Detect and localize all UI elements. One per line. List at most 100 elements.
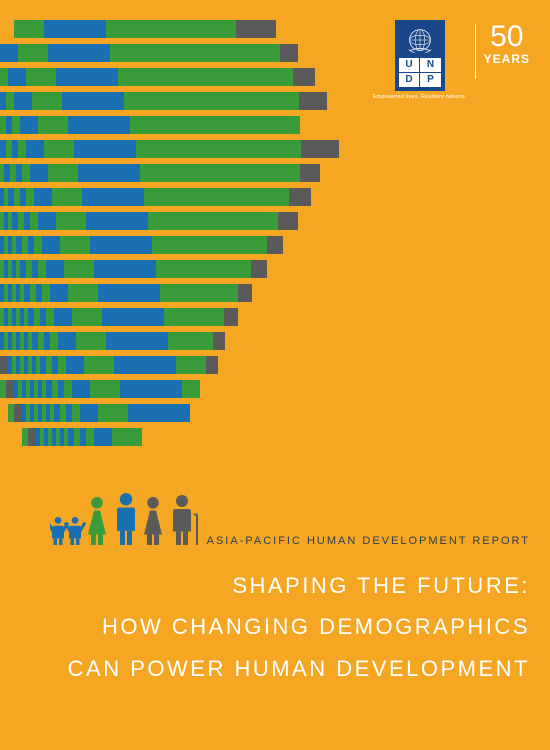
bar-segment xyxy=(0,68,8,86)
bar-segment xyxy=(112,428,142,446)
pyramid-bar xyxy=(0,212,339,230)
years-label: YEARS xyxy=(484,52,530,66)
pyramid-bar xyxy=(0,44,339,62)
pyramid-bar xyxy=(0,308,339,326)
bar-segment xyxy=(52,188,82,206)
bar-segment xyxy=(301,140,339,158)
bar-segment xyxy=(32,92,62,110)
bar-segment xyxy=(28,428,36,446)
bar-segment xyxy=(124,92,299,110)
bar-segment xyxy=(72,404,80,422)
bar-segment xyxy=(94,428,112,446)
bar-segment xyxy=(278,212,298,230)
bar-segment xyxy=(50,284,68,302)
pyramid-bar xyxy=(0,380,339,398)
bar-segment xyxy=(62,92,124,110)
bar-segment xyxy=(206,356,218,374)
bar-segment xyxy=(6,380,14,398)
undp-letter: D xyxy=(399,73,420,87)
logo-group: U N D P Empowered lives. Resilient natio… xyxy=(373,20,530,100)
bar-segment xyxy=(64,380,72,398)
pyramid-bar xyxy=(0,140,339,158)
bar-segment xyxy=(182,380,200,398)
bar-segment xyxy=(18,140,26,158)
bar-segment xyxy=(8,68,26,86)
bar-segment xyxy=(280,44,298,62)
bar-segment xyxy=(38,260,46,278)
bar-segment xyxy=(128,404,190,422)
bar-segment xyxy=(120,380,182,398)
pyramid-bar xyxy=(0,188,339,206)
bar-segment xyxy=(156,260,251,278)
bar-segment xyxy=(118,68,293,86)
un-globe-icon xyxy=(404,24,436,56)
pyramid-bar xyxy=(0,284,339,302)
title-line-1: SHAPING THE FUTURE: xyxy=(68,565,530,607)
bar-segment xyxy=(251,260,267,278)
pyramid-bar xyxy=(0,260,339,278)
bar-segment xyxy=(80,404,98,422)
bar-segment xyxy=(168,332,213,350)
pyramid-bar xyxy=(0,116,339,134)
bar-segment xyxy=(0,356,8,374)
bar-segment xyxy=(30,164,48,182)
bar-segment xyxy=(72,380,90,398)
bar-segment xyxy=(46,308,54,326)
bar-segment xyxy=(299,92,327,110)
bar-segment xyxy=(18,44,48,62)
undp-letter: U xyxy=(399,58,420,72)
pyramid-bar xyxy=(0,356,339,374)
bar-segment xyxy=(20,116,38,134)
bar-segment xyxy=(98,404,128,422)
bar-segment xyxy=(14,20,44,38)
bar-segment xyxy=(110,44,280,62)
title-line-2: HOW CHANGING DEMOGRAPHICS xyxy=(68,606,530,648)
bar-segment xyxy=(238,284,252,302)
bar-segment xyxy=(14,92,32,110)
pyramid-bar xyxy=(22,428,339,446)
bar-segment xyxy=(48,164,78,182)
bar-segment xyxy=(56,68,118,86)
bar-segment xyxy=(90,236,152,254)
bar-segment xyxy=(114,356,176,374)
undp-letter: P xyxy=(420,73,441,87)
bar-segment xyxy=(76,332,106,350)
bar-segment xyxy=(38,116,68,134)
bar-segment xyxy=(46,260,64,278)
bar-segment xyxy=(136,140,301,158)
bar-segment xyxy=(58,356,66,374)
bar-segment xyxy=(66,356,84,374)
bar-segment xyxy=(14,404,22,422)
pyramid-bar xyxy=(0,68,339,86)
bar-segment xyxy=(56,212,86,230)
bar-segment xyxy=(44,140,74,158)
bar-segment xyxy=(84,356,114,374)
bar-segment xyxy=(289,188,311,206)
bar-segment xyxy=(78,164,140,182)
bar-segment xyxy=(236,20,276,38)
pyramid-bar xyxy=(14,20,339,38)
bar-segment xyxy=(86,212,148,230)
bar-segment xyxy=(144,188,289,206)
bar-segment xyxy=(68,116,130,134)
pyramid-bar xyxy=(0,164,339,182)
bar-segment xyxy=(42,284,50,302)
bar-segment xyxy=(267,236,283,254)
bar-segment xyxy=(68,284,98,302)
bar-segment xyxy=(164,308,224,326)
bar-segment xyxy=(34,188,52,206)
bar-segment xyxy=(54,308,72,326)
bar-segment xyxy=(26,140,44,158)
pyramid-bar xyxy=(0,92,339,110)
population-pyramid-bars xyxy=(0,20,339,446)
pyramid-bar xyxy=(0,236,339,254)
undp-logo: U N D P Empowered lives. Resilient natio… xyxy=(373,20,467,100)
bar-segment xyxy=(34,236,42,254)
title-block: ASIA-PACIFIC HUMAN DEVELOPMENT REPORT SH… xyxy=(68,535,530,690)
bar-segment xyxy=(60,236,90,254)
report-subtitle: ASIA-PACIFIC HUMAN DEVELOPMENT REPORT xyxy=(68,535,530,547)
bar-segment xyxy=(152,236,267,254)
fifty-years: 50 YEARS xyxy=(484,22,530,66)
bar-segment xyxy=(106,20,236,38)
pyramid-bar xyxy=(8,404,339,422)
